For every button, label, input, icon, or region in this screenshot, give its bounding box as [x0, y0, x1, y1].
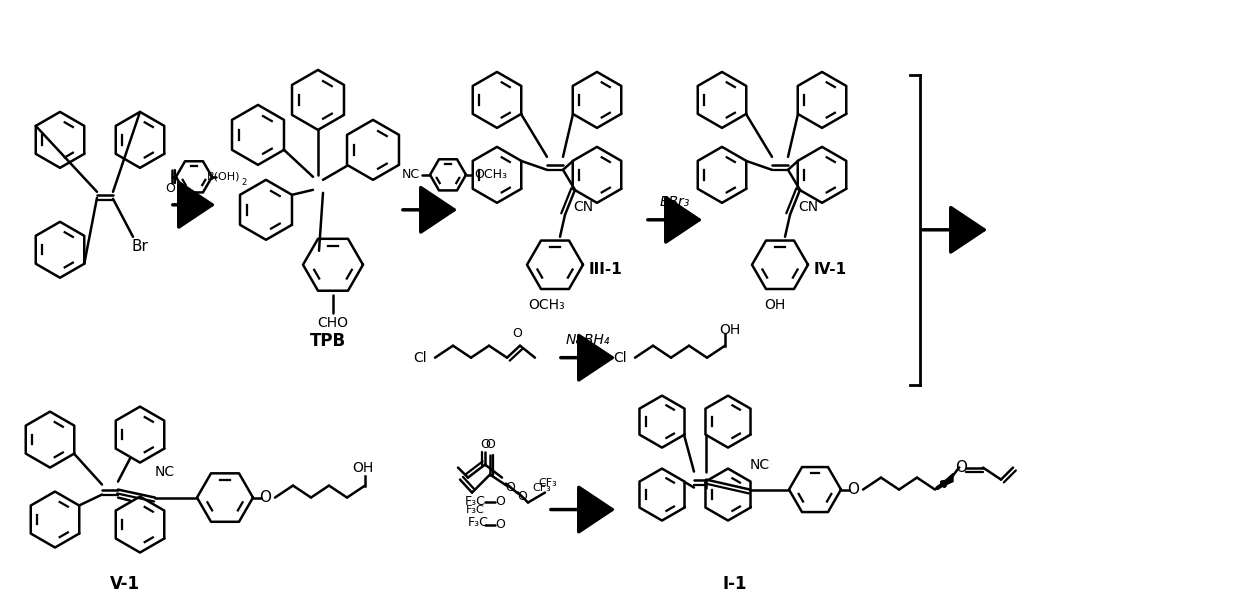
Text: CN: CN	[797, 200, 818, 214]
Polygon shape	[935, 474, 954, 489]
Text: OH: OH	[352, 461, 373, 474]
Text: CF₃: CF₃	[538, 477, 557, 488]
Text: O: O	[495, 495, 505, 508]
Text: O: O	[847, 482, 859, 497]
Text: V-1: V-1	[110, 576, 140, 594]
Text: B(OH): B(OH)	[207, 172, 241, 182]
Text: O: O	[517, 490, 527, 503]
Text: OCH₃: OCH₃	[528, 298, 565, 312]
Text: NaBH₄: NaBH₄	[565, 333, 610, 347]
Text: III-1: III-1	[588, 262, 622, 277]
Text: NC: NC	[402, 168, 420, 181]
Text: F₃C: F₃C	[467, 516, 489, 529]
Text: CF₃: CF₃	[532, 483, 551, 492]
Text: BBr₃: BBr₃	[660, 195, 691, 209]
Text: NC: NC	[750, 458, 770, 471]
Text: Cl: Cl	[614, 350, 626, 365]
Text: Cl: Cl	[413, 350, 427, 365]
Text: 2: 2	[242, 178, 247, 187]
Text: O: O	[480, 438, 490, 451]
Text: CN: CN	[573, 200, 593, 214]
Text: OH: OH	[764, 298, 786, 312]
Text: O: O	[955, 460, 967, 475]
Text: OCH₃: OCH₃	[474, 168, 507, 181]
Text: O: O	[512, 327, 522, 340]
Text: O: O	[505, 481, 515, 494]
Text: O: O	[495, 518, 505, 531]
Text: CHO: CHO	[317, 316, 348, 330]
Text: NC: NC	[155, 464, 175, 479]
Text: F₃C: F₃C	[465, 495, 486, 508]
Text: O: O	[485, 438, 495, 451]
Text: I-1: I-1	[723, 576, 748, 594]
Text: O: O	[259, 490, 272, 505]
Text: F₃C: F₃C	[466, 505, 485, 514]
Text: O: O	[165, 182, 175, 195]
Text: TPB: TPB	[310, 332, 346, 350]
Text: Br: Br	[131, 239, 149, 254]
Text: IV-1: IV-1	[813, 262, 847, 277]
Text: OH: OH	[719, 322, 740, 337]
